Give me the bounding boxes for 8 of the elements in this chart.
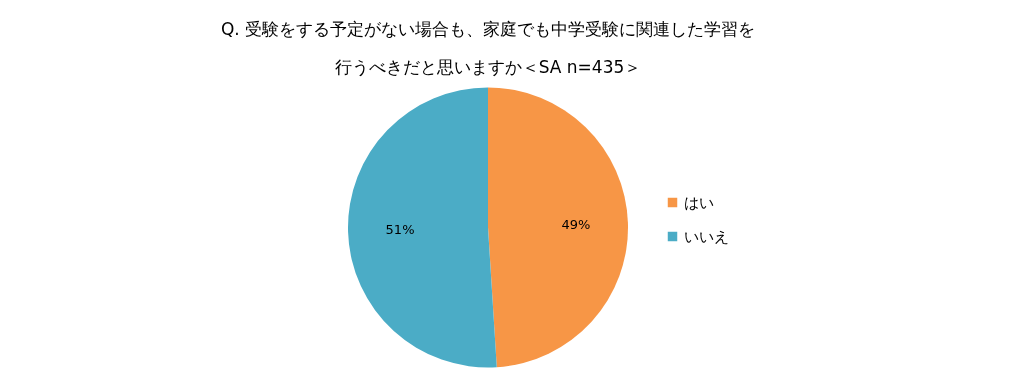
legend-label: はい	[684, 193, 714, 212]
data-label: 49%	[561, 216, 591, 232]
text: Q. 受験をする予定がない場合も、家庭でも中学受験に関連した学習を	[220, 19, 756, 39]
legend-label: いいえ	[684, 227, 729, 246]
pie-slice	[488, 87, 628, 368]
data-label: 51%	[385, 222, 415, 238]
pie-slice	[348, 87, 497, 368]
text: 行うべきだと思いますか＜SA n=435＞	[334, 57, 642, 77]
